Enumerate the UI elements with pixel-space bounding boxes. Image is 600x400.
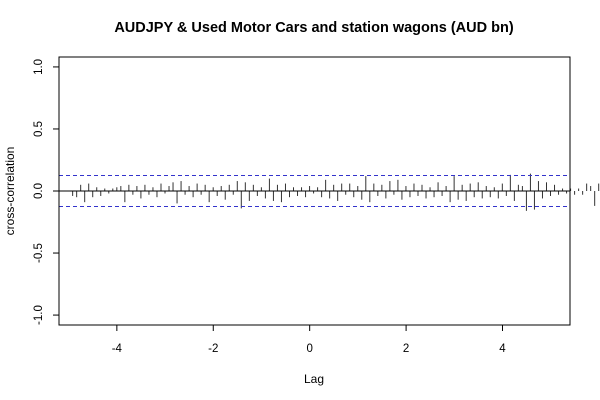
ccf-bars <box>72 173 600 211</box>
x-tick-label: -4 <box>112 343 123 355</box>
y-tick-label: 0.5 <box>33 121 45 137</box>
x-axis-label: Lag <box>304 372 324 386</box>
y-tick-label: 1.0 <box>33 59 45 75</box>
y-tick-label: 0.0 <box>33 183 45 199</box>
confidence-bounds <box>59 174 570 208</box>
chart-title: AUDJPY & Used Motor Cars and station wag… <box>114 20 513 36</box>
y-tick-label: -0.5 <box>33 243 45 263</box>
x-tick-label: 0 <box>306 343 312 355</box>
x-axis: -4 -2 0 2 4 <box>112 324 506 355</box>
plot-frame <box>58 56 571 326</box>
y-axis-label: cross-correlation <box>3 147 17 236</box>
x-tick-label: 2 <box>403 343 409 355</box>
x-tick-label: -2 <box>208 343 218 355</box>
y-axis: -1.0 -0.5 0.0 0.5 1.0 <box>33 59 60 325</box>
x-tick-label: 4 <box>499 343 506 355</box>
y-tick-label: -1.0 <box>33 305 45 325</box>
